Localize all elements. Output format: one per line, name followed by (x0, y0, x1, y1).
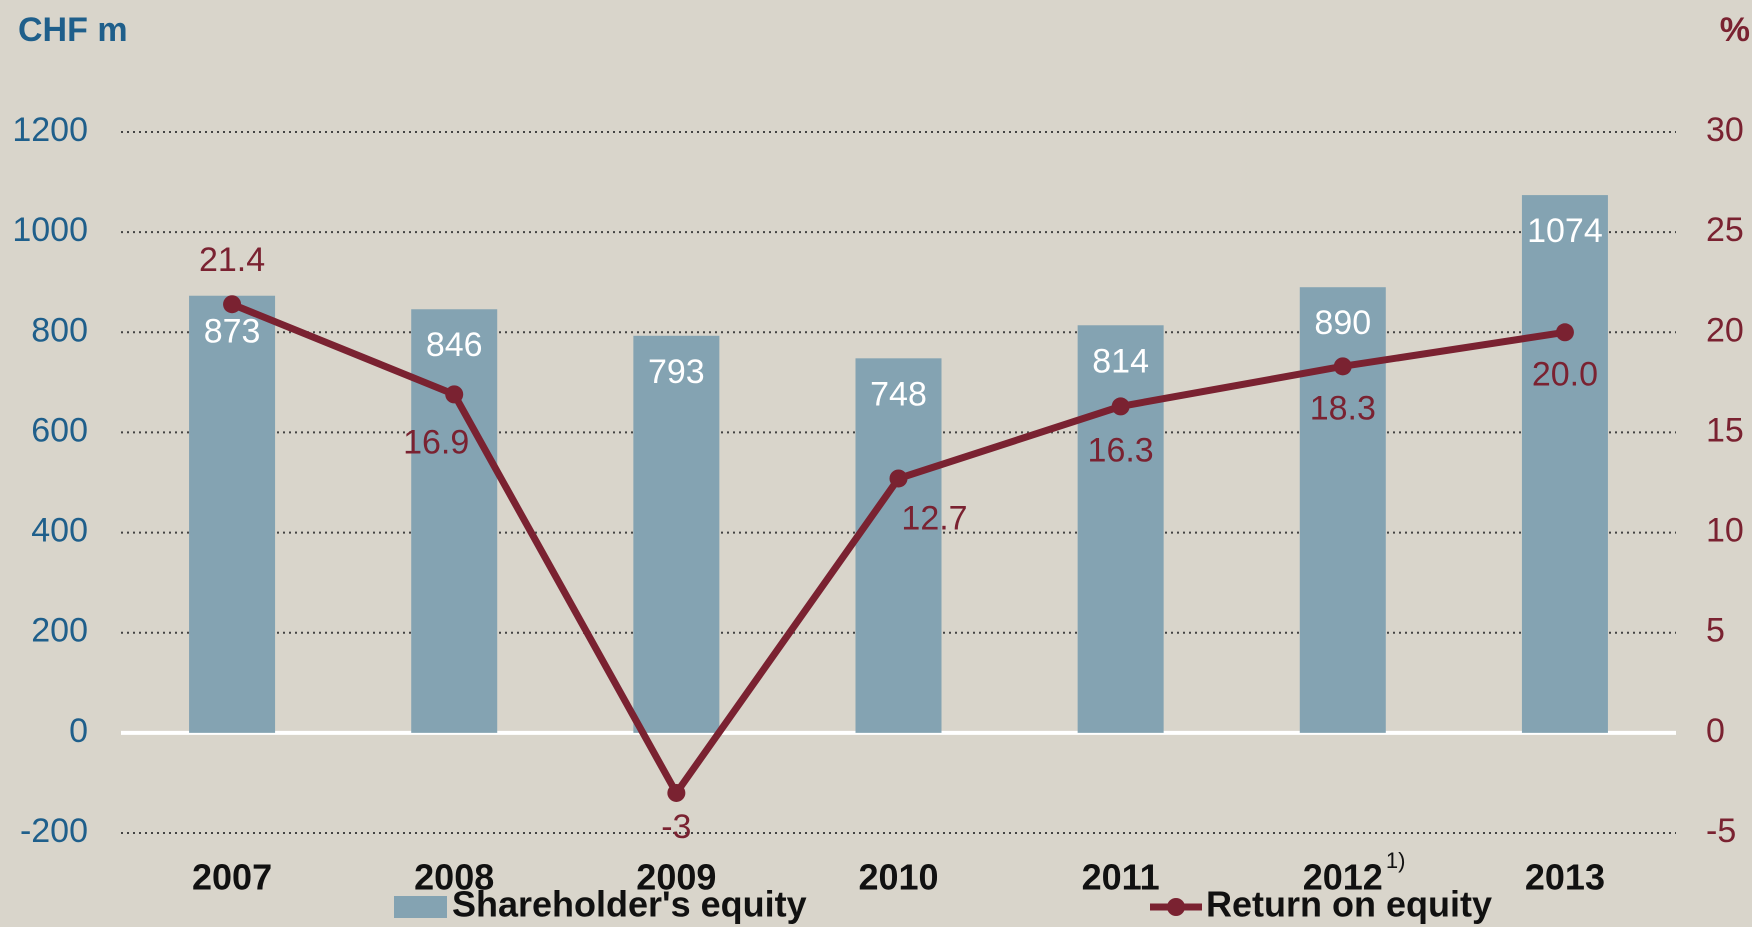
x-tick-label: 2010 (858, 857, 938, 898)
bar-value-label: 846 (426, 326, 483, 364)
y2-tick-label: 0 (1706, 712, 1725, 750)
y-tick-label: -200 (20, 812, 88, 850)
x-tick-footnote: 1) (1386, 848, 1406, 873)
line-marker (223, 295, 242, 314)
legend-label: Return on equity (1206, 884, 1492, 925)
bar-value-label: 793 (648, 353, 705, 391)
line-marker (1333, 357, 1352, 376)
x-tick-label: 2013 (1525, 857, 1605, 898)
line-value-label: 21.4 (199, 241, 265, 279)
bar (855, 358, 942, 733)
y-tick-label: 1200 (12, 111, 88, 149)
line-marker (445, 385, 464, 404)
line-value-label: 16.9 (403, 423, 469, 461)
bar (1077, 325, 1164, 733)
x-tick-label: 2009 (636, 857, 716, 898)
bar (1299, 287, 1386, 733)
line-value-label: 18.3 (1310, 389, 1376, 427)
y2-tick-label: -5 (1706, 812, 1736, 850)
line-marker (1555, 323, 1574, 342)
x-tick-label: 2012 (1303, 857, 1383, 898)
x-tick-label: 2011 (1082, 857, 1160, 898)
bar-value-label: 814 (1092, 342, 1149, 380)
bar-value-label: 748 (870, 375, 927, 413)
y-tick-label: 800 (31, 311, 88, 349)
y2-tick-label: 15 (1706, 411, 1744, 449)
legend-label: Shareholder's equity (452, 884, 807, 925)
y2-tick-label: 20 (1706, 311, 1744, 349)
line-marker (667, 783, 686, 802)
y2-axis-label: % (1720, 11, 1750, 49)
bar-value-label: 890 (1314, 304, 1371, 342)
line-value-label: 20.0 (1532, 355, 1598, 393)
bar-value-label: 873 (204, 313, 261, 351)
line-value-label: 16.3 (1088, 431, 1154, 469)
y-axis-label: CHF m (18, 11, 128, 49)
line-marker (889, 469, 908, 488)
y2-tick-label: 30 (1706, 111, 1744, 149)
y-tick-label: 200 (31, 612, 88, 650)
legend-swatch (394, 896, 447, 918)
x-tick-label: 2008 (414, 857, 494, 898)
y2-tick-label: 25 (1706, 211, 1744, 249)
bar-value-label: 1074 (1527, 212, 1603, 250)
y2-tick-label: 5 (1706, 612, 1725, 650)
bar (189, 295, 276, 733)
line-marker (1111, 397, 1130, 416)
bar (411, 309, 498, 733)
y-tick-label: 400 (31, 512, 88, 550)
x-tick-label: 2007 (192, 857, 272, 898)
bar (1521, 195, 1608, 733)
line-value-label: -3 (661, 808, 691, 846)
y-tick-label: 600 (31, 411, 88, 449)
legend-marker (1167, 898, 1185, 916)
line-value-label: 12.7 (901, 499, 967, 537)
y-tick-label: 1000 (12, 211, 88, 249)
bar (633, 335, 720, 733)
y2-tick-label: 10 (1706, 512, 1744, 550)
y-tick-label: 0 (69, 712, 88, 750)
